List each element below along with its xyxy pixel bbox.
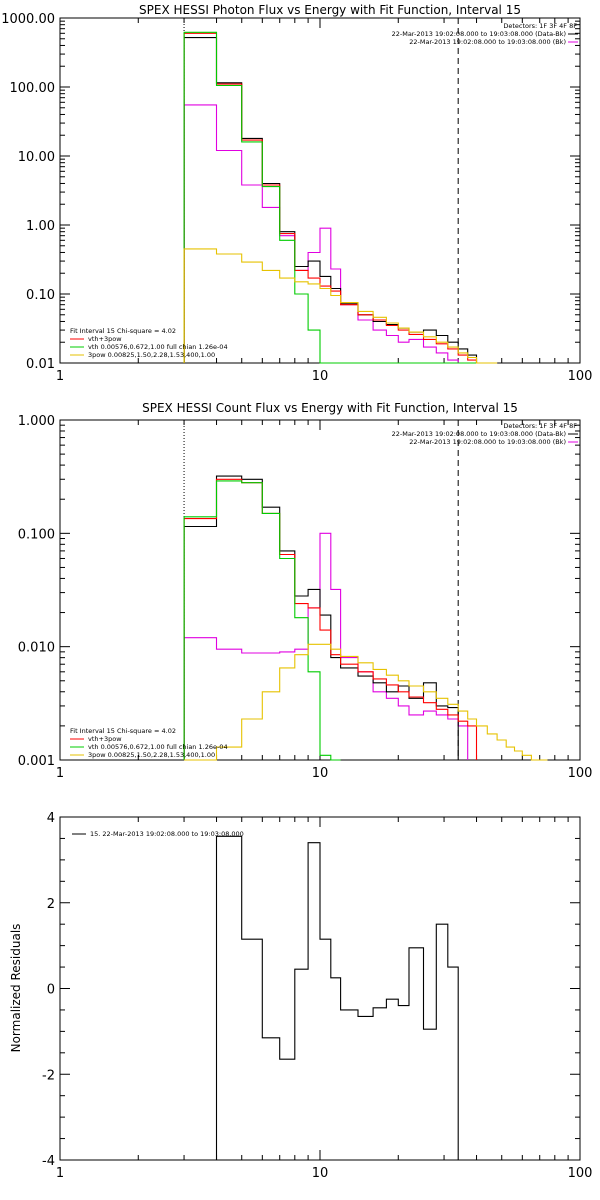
y-tick-label: 4 (47, 811, 55, 826)
x-tick-label: 100 (568, 369, 593, 384)
panel3-series (184, 835, 459, 1161)
count-series-data (183, 532, 469, 760)
panel2-legend-line1: 22-Mar-2013 19:02:08.000 to 19:03:08.000… (392, 430, 566, 438)
y-tick-label: 1.00 (26, 219, 55, 234)
residual-series-total (184, 835, 459, 1161)
photon-flux-panel: SPEX HESSI Photon Flux vs Energy with Fi… (1, 3, 592, 384)
panel3-ylabel: Normalized Residuals (9, 924, 23, 1053)
count-series-total (183, 475, 459, 760)
panel2-legend-item1: vth+3pow (88, 735, 122, 743)
count-flux-panel: SPEX HESSI Count Flux vs Energy with Fit… (18, 401, 593, 781)
y-tick-label: 0.100 (18, 527, 55, 542)
panel2-legend-item2: vth 0.00576,0.672,1.00 full chian 1.26e-… (88, 743, 228, 751)
panel1-legend-line2: 22-Mar-2013 19:02:08.000 to 19:03:08.000… (409, 38, 566, 46)
y-tick-label: 100.00 (10, 81, 56, 96)
count-series-vth (183, 480, 341, 761)
photon-series-data (183, 104, 498, 364)
panel2-ticks: 1 10 100 0.001 0.010 0.100 1.000 (18, 414, 593, 781)
panel3-legend: 15. 22-Mar-2013 19:02:08.000 to 19:03:08… (90, 830, 244, 838)
x-tick-label: 100 (568, 766, 593, 781)
x-tick-label: 100 (568, 1166, 593, 1181)
x-tick-label: 10 (312, 1166, 329, 1181)
x-tick-label: 1 (56, 1166, 64, 1181)
panel1-legend-right: Detectors: 1F 3F 4F 8F 22-Mar-2013 19:02… (392, 22, 578, 46)
panel2-legend-item3: 3pow 0.00825,1.50,2.28,1.53,400,1.00 (88, 751, 215, 759)
photon-series-sum (183, 32, 498, 364)
panel1-fit-header: Fit Interval 15 Chi-square = 4.02 (70, 327, 176, 335)
panel2-legend-line2: 22-Mar-2013 19:02:08.000 to 19:03:08.000… (409, 438, 566, 446)
y-tick-label: 0.010 (18, 641, 55, 656)
x-tick-label: 1 (56, 369, 64, 384)
y-tick-label: 1.000 (18, 414, 55, 429)
panel1-frame (59, 17, 581, 364)
panel2-title: SPEX HESSI Count Flux vs Energy with Fit… (142, 401, 518, 415)
panel1-legend-item2: vth 0.00576,0.672,1.00 full chian 1.26e-… (88, 343, 228, 351)
x-tick-label: 1 (56, 766, 64, 781)
panel2-fit-header: Fit Interval 15 Chi-square = 4.02 (70, 727, 176, 735)
photon-series-3pow (183, 248, 498, 364)
photon-series-vth (183, 31, 498, 364)
panel1-legend-left: Fit Interval 15 Chi-square = 4.02 vth+3p… (70, 327, 228, 359)
residuals-panel: 1 10 100 -4 -2 0 2 4 Normalized Residuals 15. 2… (9, 811, 592, 1181)
panel1-legend-item1: vth+3pow (88, 335, 122, 343)
x-tick-label: 10 (312, 766, 329, 781)
y-tick-label: -2 (42, 1068, 55, 1083)
y-tick-label: 1000.00 (1, 12, 55, 27)
y-tick-label: 0.10 (26, 288, 55, 303)
y-tick-label: 0 (47, 983, 55, 998)
panel1-ticks: 1 10 100 0.01 0.10 1.00 10.00 100.00 1000.00 (1, 12, 592, 384)
y-tick-label: 0.01 (26, 357, 55, 372)
panel1-detectors: Detectors: 1F 3F 4F 8F (503, 22, 577, 30)
y-tick-label: -4 (42, 1154, 55, 1169)
panel2-legend-right: Detectors: 1F 3F 4F 8F 22-Mar-2013 19:02… (392, 422, 578, 446)
x-tick-label: 10 (312, 369, 329, 384)
panel2-series (183, 420, 548, 761)
y-tick-label: 2 (47, 897, 55, 912)
panel2-detectors: Detectors: 1F 3F 4F 8F (503, 422, 577, 430)
panel1-legend-item3: 3pow 0.00825,1.50,2.28,1.53,400,1.00 (88, 351, 215, 359)
panel1-series (183, 18, 498, 364)
y-tick-label: 10.00 (18, 150, 55, 165)
panel3-ticks: 1 10 100 -4 -2 0 2 4 (42, 811, 592, 1181)
photon-series-total (183, 37, 498, 364)
panel2-legend-left: Fit Interval 15 Chi-square = 4.02 vth+3p… (70, 727, 228, 759)
panel1-title: SPEX HESSI Photon Flux vs Energy with Fi… (139, 3, 521, 17)
y-tick-label: 0.001 (18, 754, 55, 769)
count-series-3pow (184, 643, 548, 761)
panel1-legend-line1: 22-Mar-2013 19:02:08.000 to 19:03:08.000… (392, 30, 566, 38)
